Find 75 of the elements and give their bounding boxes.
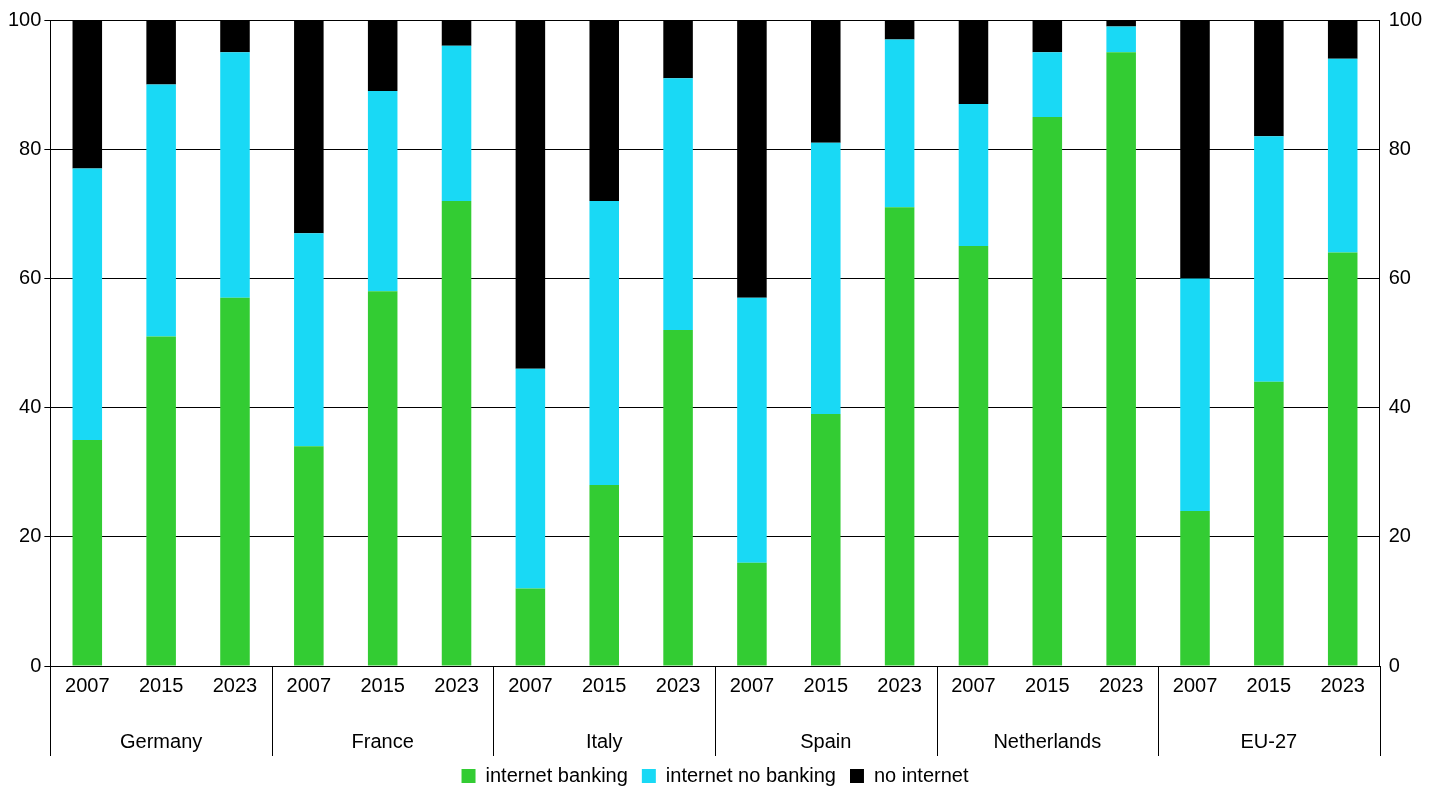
bar (1327, 252, 1358, 666)
y2-tick-label: 0 (1388, 653, 1400, 676)
bar (367, 291, 398, 666)
bar (294, 233, 324, 447)
x-tick-label: 2015 (1246, 673, 1292, 696)
y2-tick-label: 80 (1388, 136, 1411, 159)
bar (515, 368, 546, 589)
x-tick-label: 2007 (951, 673, 996, 696)
text: Spain (800, 729, 852, 752)
y2-tick-label: 100 (1388, 7, 1423, 30)
legend-label: internet banking (485, 763, 628, 786)
x-tick-label: 2015 (360, 673, 405, 696)
bar (146, 336, 176, 666)
text: Italy (585, 729, 623, 752)
x-tick-label: 2007 (729, 673, 775, 696)
y2-tick-label: 60 (1388, 265, 1411, 288)
bar (811, 414, 841, 666)
bar (1180, 278, 1210, 511)
bar (1180, 510, 1210, 666)
bar (884, 207, 915, 666)
bar (958, 246, 989, 666)
x-tick-label: 2015 (581, 673, 627, 696)
bar (589, 485, 619, 666)
x-tick-label: 2023 (1098, 673, 1144, 696)
bar (1106, 52, 1136, 666)
x-tick-label: 2007 (65, 673, 110, 696)
text: Netherlands (993, 729, 1102, 752)
bar (72, 168, 103, 440)
x-tick-label: 2007 (508, 673, 553, 696)
bar (220, 297, 250, 666)
x-tick-label: 2015 (138, 673, 184, 696)
y-tick-label: 100 (7, 7, 42, 30)
bar (515, 588, 546, 666)
x-tick-label: 2007 (1172, 673, 1218, 696)
x-tick-label: 2015 (1025, 673, 1070, 696)
bar (1032, 52, 1063, 117)
bar (811, 142, 841, 415)
bar (1254, 136, 1284, 382)
bar (1032, 116, 1063, 666)
legend-label: internet no banking (665, 763, 836, 786)
text: France (351, 729, 414, 752)
bar (294, 446, 324, 666)
y2-tick-label: 40 (1388, 395, 1411, 418)
x-tick-label: 2023 (434, 673, 479, 696)
bar (884, 39, 915, 208)
bar (146, 84, 176, 337)
bar (663, 78, 693, 331)
bar (72, 439, 103, 666)
bar (589, 200, 619, 486)
bar (737, 297, 767, 563)
x-tick-label: 2015 (803, 673, 849, 696)
y-tick-label: 80 (19, 136, 42, 159)
y-tick-label: 40 (19, 395, 42, 418)
x-tick-label: 2023 (212, 673, 258, 696)
bar (958, 103, 989, 247)
x-tick-label: 2023 (1320, 673, 1365, 696)
x-tick-label: 2023 (655, 673, 701, 696)
text: Germany (120, 729, 203, 752)
bar (1327, 58, 1358, 253)
y2-tick-label: 20 (1388, 524, 1411, 547)
x-tick-label: 2023 (877, 673, 922, 696)
y-tick-label: 0 (30, 653, 42, 676)
bar (737, 562, 767, 666)
bar (1254, 381, 1284, 666)
bar (663, 330, 693, 666)
bar (441, 200, 472, 666)
x-tick-label: 2007 (286, 673, 332, 696)
text: EU-27 (1240, 729, 1298, 752)
bar (1106, 26, 1136, 53)
y-tick-label: 60 (19, 265, 42, 288)
bar (220, 52, 250, 298)
bar (441, 45, 472, 201)
y-tick-label: 20 (19, 524, 42, 547)
legend-label: no internet (873, 763, 969, 786)
bar (367, 91, 398, 292)
